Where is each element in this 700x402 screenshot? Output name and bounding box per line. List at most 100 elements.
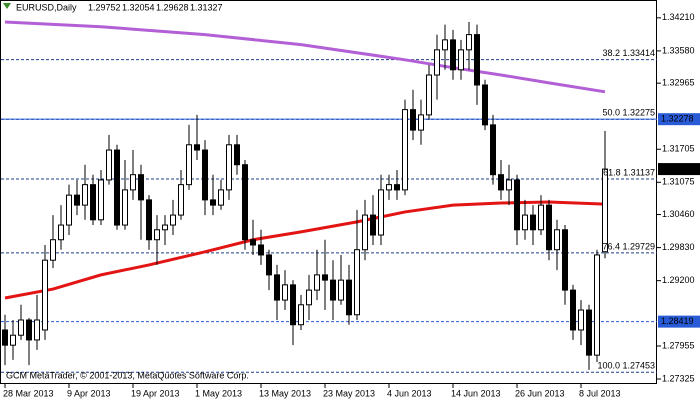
candle-body (594, 254, 600, 356)
fib-label: 76.4 1.29729 (602, 241, 655, 251)
y-tick-label: 1.27955 (662, 340, 695, 350)
candle-body (354, 249, 360, 316)
moving-average (4, 200, 606, 300)
candle-body (322, 274, 328, 281)
candle-body (154, 229, 160, 241)
fib-label: 61.8 1.31137 (603, 167, 655, 177)
candle-body (218, 189, 224, 206)
candle-body (482, 84, 488, 126)
candle-body (290, 284, 296, 326)
candle-body (90, 184, 96, 221)
candle-body (514, 179, 520, 231)
candle-body (362, 214, 368, 251)
x-tick-label: 1 May 2013 (195, 388, 242, 398)
x-tick-label: 14 Jun 2013 (451, 388, 501, 398)
x-tick-label: 28 Mar 2013 (3, 388, 54, 398)
x-tick-label: 13 May 2013 (259, 388, 311, 398)
price-label: 1.28419 (661, 316, 694, 326)
fib-label: 100.0 1.27453 (597, 361, 655, 371)
y-tick-label: 1.31075 (662, 177, 695, 187)
candle-body (402, 109, 408, 191)
candle-body (50, 239, 56, 261)
price-label: 1.32278 (661, 114, 694, 124)
candle-body (562, 229, 568, 291)
candle-body (202, 149, 208, 201)
y-tick-label: 1.27325 (662, 373, 695, 383)
candle-body (226, 144, 232, 191)
candle-body (338, 279, 344, 301)
candle-body (394, 184, 400, 191)
price-label-box (658, 113, 700, 126)
candle-body (586, 309, 592, 356)
moving-average (4, 20, 606, 94)
header-close: 1.31327 (190, 2, 223, 12)
expert-icon (3, 3, 11, 9)
x-tick-label: 9 Apr 2013 (67, 388, 111, 398)
candle-body (10, 334, 16, 346)
candle-body (538, 204, 544, 231)
candle-body (314, 274, 320, 291)
x-tick-label: 4 Jun 2013 (387, 388, 432, 398)
candle-body (530, 214, 536, 231)
candle-body (266, 254, 272, 276)
footer: GCM MetaTrader, © 2001-2013, MetaQuotes … (6, 370, 249, 380)
candle-body (418, 114, 424, 131)
x-tick-label: 26 Jun 2013 (515, 388, 565, 398)
symbol: EURUSD,Daily (16, 2, 77, 12)
candle-body (258, 244, 264, 256)
candle-body (130, 174, 136, 191)
candle-body (490, 124, 496, 176)
candle-body (346, 279, 352, 316)
candle-body (522, 214, 528, 231)
header-high: 1.32054 (122, 2, 155, 12)
candle-body (234, 144, 240, 166)
candle-body (122, 189, 128, 226)
candle-body (106, 149, 112, 181)
y-tick-label: 1.33580 (662, 45, 695, 55)
candle-body (74, 194, 80, 206)
candle-body (306, 289, 312, 306)
candle-body (450, 39, 456, 71)
candle-body (602, 168, 608, 253)
candle-body (26, 319, 32, 341)
candle-body (426, 74, 432, 116)
candle-body (98, 179, 104, 221)
candle-body (274, 274, 280, 301)
x-tick-label: 8 Jul 2013 (579, 388, 621, 398)
candle-body (146, 199, 152, 241)
candle-body (162, 224, 168, 231)
header-low: 1.29628 (156, 2, 189, 12)
candle-body (34, 319, 40, 341)
candle-body (506, 179, 512, 191)
plot-frame (0, 0, 657, 384)
candle-body (298, 304, 304, 326)
candle-body (138, 174, 144, 201)
candle-body (186, 144, 192, 186)
candle-body (570, 289, 576, 331)
candle-body (82, 184, 88, 206)
candle-body (546, 204, 552, 251)
candle-body (170, 214, 176, 226)
candle-body (378, 189, 384, 236)
x-tick-label: 19 Apr 2013 (131, 388, 180, 398)
candle-body (554, 229, 560, 251)
candle-body (210, 199, 216, 206)
x-tick-label: 23 May 2013 (323, 388, 375, 398)
candle-body (474, 34, 480, 86)
candle-body (66, 194, 72, 226)
candle-body (434, 49, 440, 76)
candle-body (282, 284, 288, 301)
y-tick-label: 1.34210 (662, 12, 695, 22)
candle-body (18, 319, 24, 336)
candle-body (178, 184, 184, 216)
candle-body (194, 144, 200, 151)
y-tick-label: 1.30460 (662, 209, 695, 219)
candle-body (578, 309, 584, 331)
candle-body (442, 39, 448, 51)
y-tick-label: 1.29200 (662, 275, 695, 285)
y-tick-label: 1.32965 (662, 78, 695, 88)
fib-label: 38.2 1.33414 (602, 48, 655, 58)
candle-body (498, 174, 504, 191)
